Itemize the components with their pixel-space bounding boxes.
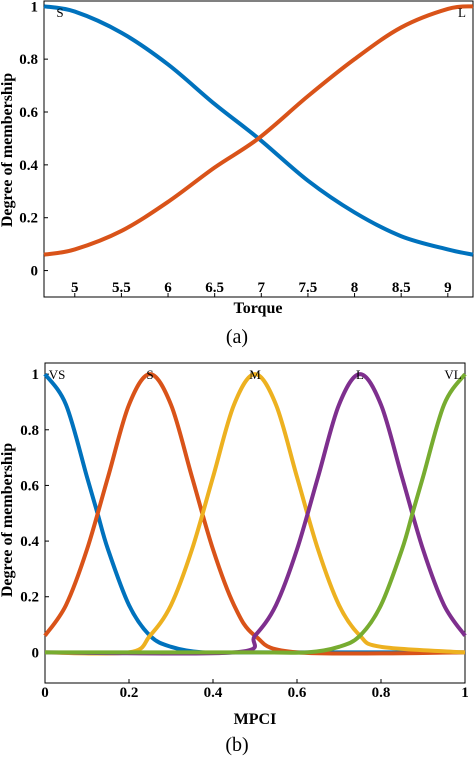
x-tick-label: 6.5 [205, 280, 224, 296]
y-tick-label: 0 [31, 264, 39, 280]
y-tick-label: 0 [32, 645, 40, 661]
caption-b: (b) [225, 734, 248, 756]
x-axis-label-a: Torque [234, 300, 283, 317]
membership-label-vl: VL [444, 367, 461, 382]
membership-label-s: S [146, 367, 153, 382]
series-line-m [44, 372, 466, 656]
caption-a: (a) [226, 326, 248, 348]
x-tick-label: 5.5 [112, 280, 131, 296]
y-tick-label: 0.6 [19, 105, 38, 121]
membership-label-l: L [356, 367, 364, 382]
y-tick-label: 0.4 [20, 534, 39, 550]
series-line-vs [43, 372, 465, 655]
x-tick-label: 0.4 [204, 685, 223, 701]
y-tick-label: 0.4 [19, 158, 38, 174]
x-tick-label: 0.6 [288, 685, 307, 701]
x-ticks-b: 0 0.2 0.4 0.6 0.8 1 [41, 679, 469, 701]
y-tick-label: 1 [31, 0, 39, 15]
membership-label-l: L [458, 5, 466, 20]
x-ticks-a: 5 5.5 6 6.5 7 7.5 8 8.5 9 [71, 280, 452, 297]
y-tick-label: 0.6 [20, 478, 39, 494]
y-tick-label: 0.8 [20, 423, 39, 439]
series-line-l [43, 4, 474, 257]
y-tick-label: 0.2 [19, 211, 38, 227]
y-ticks-b: 0 0.2 0.4 0.6 0.8 1 [20, 367, 49, 661]
y-ticks-a: 0 0.2 0.4 0.6 0.8 1 [19, 0, 48, 280]
y-axis-label-b: Degree of membership [0, 443, 16, 597]
x-tick-label: 0.8 [372, 685, 391, 701]
membership-labels-b: VS S M L VL [49, 367, 462, 382]
x-tick-label: 1 [461, 685, 469, 701]
y-tick-label: 1 [32, 367, 40, 383]
series-lines-a [43, 4, 474, 257]
series-line-s [43, 372, 466, 656]
y-tick-label: 0.2 [20, 590, 39, 606]
membership-label-vs: VS [49, 367, 66, 382]
series-lines-b [43, 372, 467, 656]
x-tick-label: 5 [71, 280, 79, 296]
panel-b: 0 0.2 0.4 0.6 0.8 1 0 0.2 0.4 0.6 0.8 1 VS S M L VL MP… [0, 362, 469, 756]
membership-label-m: M [249, 367, 261, 382]
x-tick-label: 7 [258, 280, 266, 296]
series-line-l [44, 372, 467, 656]
y-axis-label-a: Degree of membership [0, 73, 16, 227]
plot-frame-a [43, 0, 474, 298]
x-tick-label: 0.2 [120, 685, 139, 701]
membership-label-s: S [56, 5, 63, 20]
x-tick-label: 8 [351, 280, 359, 296]
series-line-s [43, 4, 474, 257]
x-tick-label: 9 [444, 280, 452, 296]
x-tick-label: 0 [41, 685, 49, 701]
x-axis-label-b: MPCI [234, 711, 277, 728]
x-tick-label: 6 [164, 280, 172, 296]
series-line-vl [45, 372, 467, 655]
plot-frame-b [44, 362, 466, 684]
y-tick-label: 0.8 [19, 52, 38, 68]
x-tick-label: 7.5 [299, 280, 318, 296]
x-tick-label: 8.5 [392, 280, 411, 296]
